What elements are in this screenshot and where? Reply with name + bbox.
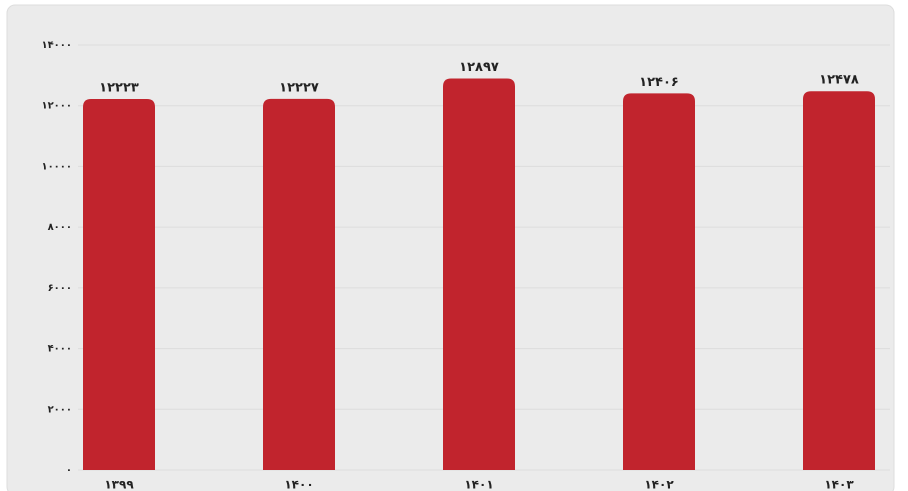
y-tick-label: ۱۰۰۰۰ bbox=[41, 161, 72, 172]
x-tick-label: ۱۴۰۰ bbox=[284, 478, 313, 491]
data-label: ۱۲۲۲۷ bbox=[279, 80, 319, 95]
y-tick-label: ۴۰۰۰ bbox=[48, 344, 72, 355]
data-label: ۱۲۴۰۶ bbox=[639, 75, 679, 90]
x-tick-label: ۱۴۰۲ bbox=[644, 478, 674, 491]
bar bbox=[623, 93, 695, 470]
y-tick-label: ۶۰۰۰ bbox=[48, 283, 72, 294]
y-tick-label: ۸۰۰۰ bbox=[48, 222, 72, 233]
x-tick-label: ۱۴۰۳ bbox=[824, 478, 854, 491]
data-label: ۱۲۲۲۳ bbox=[99, 80, 139, 95]
x-tick-label: ۱۳۹۹ bbox=[104, 478, 134, 491]
x-tick-label: ۱۴۰۱ bbox=[464, 478, 493, 491]
bar bbox=[83, 98, 155, 470]
bar bbox=[803, 91, 875, 470]
y-tick-label: ۰ bbox=[66, 465, 72, 476]
y-tick-label: ۱۴۰۰۰ bbox=[41, 40, 72, 51]
y-tick-label: ۱۲۰۰۰ bbox=[41, 101, 72, 112]
y-tick-label: ۲۰۰۰ bbox=[48, 404, 72, 415]
bar bbox=[263, 98, 335, 470]
data-label: ۱۲۴۷۸ bbox=[819, 73, 859, 88]
bar bbox=[443, 78, 515, 471]
data-label: ۱۲۸۹۷ bbox=[459, 60, 499, 75]
